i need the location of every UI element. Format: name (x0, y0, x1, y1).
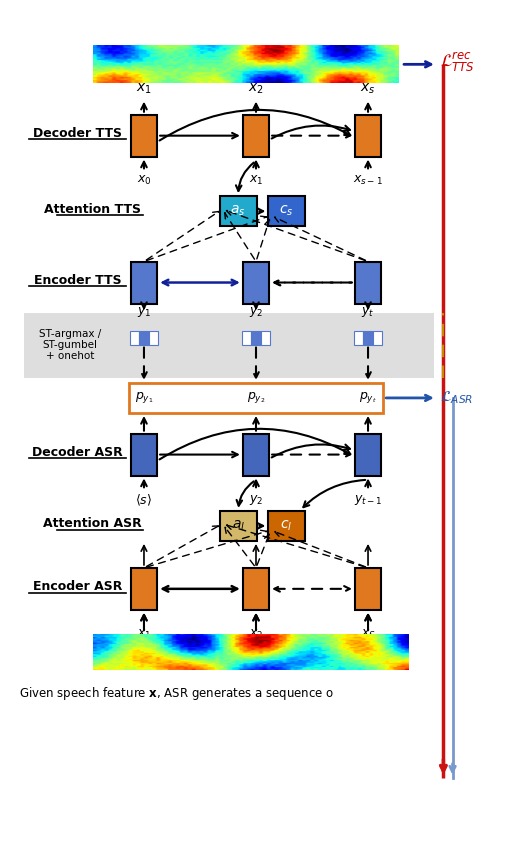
Text: $\hat{x}_1$: $\hat{x}_1$ (136, 76, 152, 96)
FancyBboxPatch shape (130, 331, 139, 344)
FancyBboxPatch shape (261, 331, 270, 344)
FancyBboxPatch shape (148, 331, 158, 344)
FancyBboxPatch shape (129, 383, 383, 413)
FancyBboxPatch shape (242, 331, 251, 344)
Text: $x_{s-1}$: $x_{s-1}$ (353, 174, 383, 188)
Text: Attention TTS: Attention TTS (45, 203, 141, 216)
Text: $a_s$: $a_s$ (230, 204, 246, 218)
Text: $x_S$: $x_S$ (360, 627, 375, 641)
Text: $\hat{x}_s$: $\hat{x}_s$ (360, 76, 376, 96)
Text: ST-gumbel: ST-gumbel (42, 339, 98, 349)
FancyBboxPatch shape (131, 262, 157, 303)
Text: $\tilde{y}_2$: $\tilde{y}_2$ (249, 303, 263, 320)
FancyBboxPatch shape (243, 115, 269, 157)
Text: Decoder TTS: Decoder TTS (33, 127, 122, 140)
Text: $p_{y_2}$: $p_{y_2}$ (247, 391, 265, 405)
Text: $\tilde{y}_t$: $\tilde{y}_t$ (361, 303, 375, 320)
FancyBboxPatch shape (354, 331, 364, 344)
Text: + onehot: + onehot (46, 350, 94, 360)
Text: $p_{y_t}$: $p_{y_t}$ (359, 391, 377, 405)
FancyBboxPatch shape (131, 115, 157, 157)
Text: $x_2$: $x_2$ (249, 627, 263, 641)
Text: $x_1$: $x_1$ (137, 627, 151, 641)
FancyBboxPatch shape (24, 313, 434, 378)
FancyBboxPatch shape (220, 511, 257, 541)
Text: ST-argmax /: ST-argmax / (39, 328, 101, 338)
FancyBboxPatch shape (355, 115, 381, 157)
Text: $c_s$: $c_s$ (280, 204, 294, 218)
FancyBboxPatch shape (243, 262, 269, 303)
Text: $y_{t-1}$: $y_{t-1}$ (354, 493, 382, 507)
Text: Given speech feature $\mathbf{x}$, ASR generates a sequence o: Given speech feature $\mathbf{x}$, ASR g… (19, 685, 334, 702)
Text: $\tilde{y}_1$: $\tilde{y}_1$ (137, 303, 151, 320)
Text: $x_1$: $x_1$ (249, 174, 263, 188)
FancyBboxPatch shape (355, 434, 381, 476)
FancyBboxPatch shape (268, 511, 305, 541)
FancyBboxPatch shape (355, 568, 381, 610)
Text: Encoder ASR: Encoder ASR (33, 580, 122, 594)
Text: $y_2$: $y_2$ (249, 493, 263, 507)
Text: Decoder ASR: Decoder ASR (32, 446, 123, 459)
FancyBboxPatch shape (139, 331, 148, 344)
FancyBboxPatch shape (131, 434, 157, 476)
FancyBboxPatch shape (355, 262, 381, 303)
Text: Encoder TTS: Encoder TTS (34, 274, 121, 287)
FancyBboxPatch shape (251, 331, 261, 344)
FancyBboxPatch shape (243, 434, 269, 476)
Text: $\mathcal{L}_{ASR}$: $\mathcal{L}_{ASR}$ (440, 390, 474, 407)
Text: $\hat{x}_2$: $\hat{x}_2$ (248, 76, 264, 96)
Text: $x_0$: $x_0$ (137, 174, 152, 188)
Text: $a_l$: $a_l$ (231, 519, 245, 533)
Text: $\langle s \rangle$: $\langle s \rangle$ (135, 493, 153, 509)
Text: $c_l$: $c_l$ (281, 519, 293, 533)
Text: $\mathcal{L}_{TTS}^{rec}$: $\mathcal{L}_{TTS}^{rec}$ (440, 51, 475, 74)
Text: $p_{y_1}$: $p_{y_1}$ (135, 391, 153, 405)
FancyBboxPatch shape (131, 568, 157, 610)
FancyBboxPatch shape (373, 331, 382, 344)
FancyBboxPatch shape (268, 196, 305, 226)
FancyBboxPatch shape (243, 568, 269, 610)
Text: Attention ASR: Attention ASR (42, 517, 141, 530)
FancyBboxPatch shape (220, 196, 257, 226)
FancyBboxPatch shape (364, 331, 373, 344)
